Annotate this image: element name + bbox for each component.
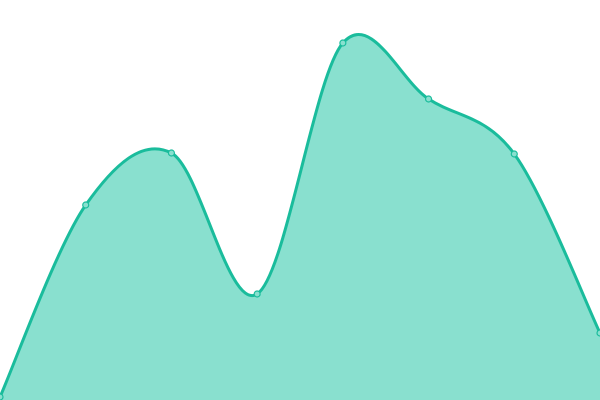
- data-point: [339, 39, 347, 47]
- data-point: [596, 329, 600, 337]
- data-point: [0, 393, 4, 400]
- data-point: [424, 95, 433, 103]
- data-point: [82, 201, 90, 209]
- series-line: [0, 33, 600, 398]
- data-point: [167, 149, 176, 157]
- data-point: [253, 290, 261, 298]
- data-point: [510, 150, 518, 158]
- data-points: [0, 39, 600, 400]
- area-fill: [0, 34, 600, 400]
